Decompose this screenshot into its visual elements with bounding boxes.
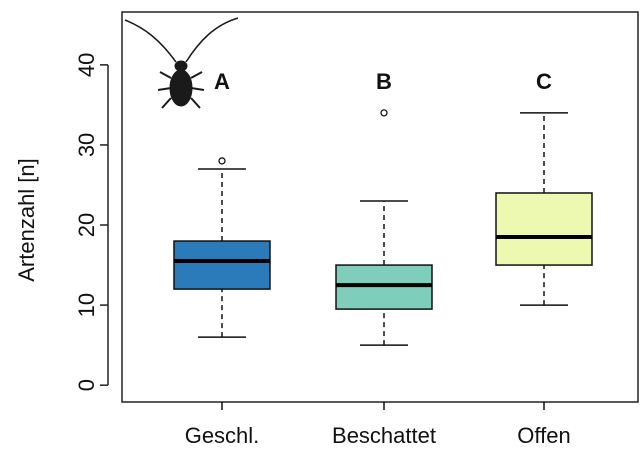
annotation: B — [376, 69, 392, 94]
annotation: A — [214, 69, 230, 94]
y-axis-label: Artenzahl [n] — [14, 158, 39, 282]
beetle-icon — [124, 17, 239, 109]
plot-frame — [121, 11, 639, 403]
annotation: C — [536, 69, 552, 94]
x-tick-label: Beschattet — [332, 423, 436, 448]
y-tick-label: 0 — [74, 379, 99, 391]
y-tick-label: 10 — [74, 293, 99, 317]
y-tick-label: 20 — [74, 213, 99, 237]
box — [495, 192, 593, 266]
y-tick-label: 40 — [74, 53, 99, 77]
x-tick-label: Geschl. — [185, 423, 260, 448]
outlier — [380, 109, 388, 117]
box — [173, 240, 271, 290]
outlier — [218, 157, 226, 165]
box — [335, 264, 433, 310]
x-tick-label: Offen — [517, 423, 570, 448]
y-tick-label: 30 — [74, 133, 99, 157]
